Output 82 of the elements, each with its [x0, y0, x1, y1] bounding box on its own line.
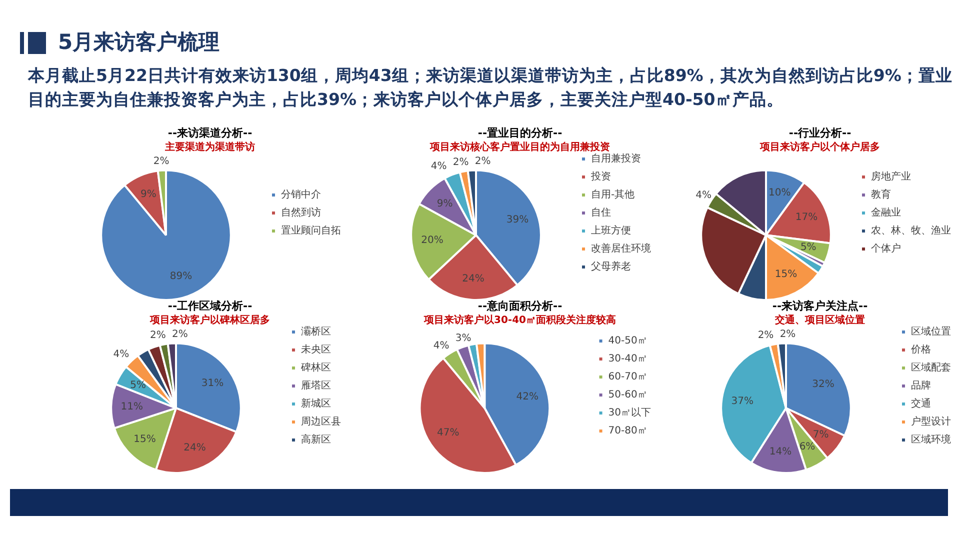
chart-title: --置业目的分析-- — [478, 126, 562, 140]
chart-title: --意向面积分析-- — [478, 299, 562, 312]
data-label: 9% — [140, 189, 156, 200]
legend-label: 父母养老 — [591, 260, 631, 273]
legend-label: 个体户 — [871, 242, 901, 255]
legend-label: 未央区 — [301, 344, 331, 356]
legend-label: 品牌 — [911, 380, 931, 392]
data-label: 3% — [455, 333, 472, 344]
chart-title: --来访客户关注点-- — [772, 299, 868, 312]
legend-label: 雁塔区 — [301, 380, 331, 392]
data-label: 39% — [506, 214, 529, 226]
data-label: 11% — [120, 401, 144, 412]
legend-label: 上班方便 — [591, 224, 631, 237]
data-label: 32% — [812, 379, 834, 390]
legend-label: 70-80㎡ — [608, 426, 648, 437]
legend-label: 价格 — [910, 344, 931, 356]
legend-label: 区域配套 — [911, 362, 951, 374]
data-label: 89% — [170, 271, 192, 282]
legend-label: 置业顾问自拓 — [281, 224, 341, 237]
data-label: 47% — [437, 428, 460, 438]
legend-label: 新城区 — [301, 398, 331, 410]
chart-title: --工作区域分析-- — [168, 299, 252, 312]
legend-label: 教育 — [871, 188, 891, 201]
data-label: 31% — [201, 378, 224, 389]
data-label: 15% — [774, 269, 798, 280]
data-label: 4% — [696, 190, 712, 202]
legend-label: 交通 — [911, 398, 931, 410]
legend-label: 自用-其他 — [591, 188, 635, 201]
chart-title: --来访渠道分析-- — [168, 126, 252, 140]
legend-label: 投资 — [590, 170, 611, 183]
data-label: 9% — [436, 198, 453, 210]
legend-label: 周边区县 — [301, 416, 341, 428]
data-label: 24% — [184, 442, 206, 454]
chart-subtitle: 项目来访客户以碑林区居多 — [149, 314, 270, 326]
data-label: 7% — [812, 430, 829, 441]
text: 5月来访客户梳理 — [58, 29, 220, 56]
legend-label: 30㎡以下 — [608, 406, 652, 419]
data-label: 5% — [130, 380, 146, 392]
legend-label: 房地产业 — [871, 170, 911, 183]
text: 本月截止5月22日共计有效来访130组，周均43组；来访渠道以渠道带访为主，占比89%，其次为自然到访占比9%；置业目的主要为自住兼投资客户为主，占比39%；来访客户以个体户居多，主要关注户型40-50㎡产品。 — [28, 65, 953, 111]
data-label: 4% — [430, 160, 447, 172]
data-label: 20% — [421, 235, 444, 246]
legend-label: 金融业 — [871, 206, 901, 219]
data-label: 4% — [433, 340, 450, 352]
data-label: 2% — [452, 157, 469, 168]
legend-label: 60-70㎡ — [608, 372, 648, 383]
legend-label: 50-60㎡ — [608, 390, 648, 401]
data-label: 2% — [758, 330, 774, 342]
data-label: 37% — [731, 396, 754, 407]
legend-label: 改善居住环境 — [591, 242, 651, 255]
legend-label: 30-40㎡ — [608, 354, 648, 365]
legend-label: 区域位置 — [911, 326, 951, 338]
data-label: 2% — [153, 156, 170, 167]
legend-label: 农、林、牧、渔业 — [871, 224, 951, 237]
legend-label: 区域环境 — [911, 434, 951, 446]
data-label: 15% — [134, 434, 156, 445]
legend-label: 自然到访 — [281, 206, 321, 219]
data-label: 42% — [516, 392, 538, 403]
chart-subtitle: 项目来访客户以个体户居多 — [759, 140, 880, 153]
chart-title: --行业分析-- — [788, 126, 852, 140]
chart-subtitle: 项目来访核心客户置业目的为自用兼投资 — [429, 140, 610, 153]
legend-label: 高新区 — [301, 434, 331, 446]
data-label: 24% — [462, 274, 484, 285]
data-label: 2% — [780, 328, 796, 340]
data-label: 10% — [768, 188, 791, 199]
legend-label: 灞桥区 — [301, 326, 331, 338]
chart-subtitle: 交通、项目区域位置 — [774, 314, 865, 326]
data-label: 14% — [769, 446, 792, 458]
data-label: 17% — [795, 212, 818, 224]
chart-subtitle: 项目来访客户以30-40㎡面积段关注度较高 — [423, 314, 616, 326]
legend-label: 户型设计 — [911, 416, 951, 428]
data-label: 4% — [113, 348, 130, 360]
data-label: 6% — [799, 441, 816, 452]
data-label: 2% — [474, 156, 491, 167]
data-label: 2% — [150, 330, 166, 342]
legend-label: 40-50㎡ — [608, 336, 648, 347]
chart-subtitle: 主要渠道为渠道带访 — [164, 140, 255, 153]
data-label: 2% — [172, 328, 188, 340]
legend-label: 碑林区 — [300, 362, 331, 374]
legend-label: 自用兼投资 — [591, 152, 641, 165]
legend-label: 分销中介 — [281, 188, 321, 201]
legend-label: 自住 — [591, 206, 611, 219]
